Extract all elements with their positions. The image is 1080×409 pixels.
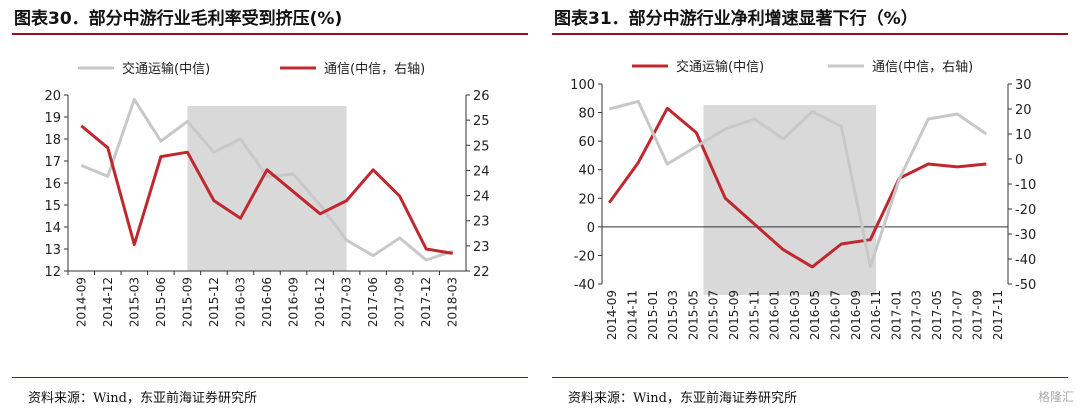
x-tick-label: 2016-12: [313, 277, 327, 327]
source-rule: [12, 377, 528, 378]
series-line-0: [80, 97, 454, 262]
x-tick-label: 2016-09: [849, 290, 863, 340]
y-tick-label-right: 25: [473, 139, 490, 154]
y-tick-label-left: -40: [574, 278, 595, 293]
x-tick-label: 2015-06: [154, 277, 168, 327]
y-tick-label-right: 23: [473, 215, 490, 230]
y-tick-label-right: 22: [473, 265, 490, 280]
y-tick-label-left: 18: [44, 133, 61, 148]
chart-30-svg: 12 13 14 15 16 17 18 19 20 22 23 23 24 24 25 25 26 2014-0…: [44, 61, 490, 327]
y-tick-label-left: 40: [578, 164, 595, 179]
y-tick-label-left: -20: [574, 249, 595, 264]
y-tick-label-right: 23: [473, 240, 490, 255]
x-tick-label: 2017-09: [393, 277, 407, 327]
x-tick-label: 2015-09: [727, 290, 741, 340]
x-tick-label: 2016-11: [869, 290, 883, 340]
x-tick-label: 2016-07: [828, 290, 842, 340]
y-tick-label-left: 80: [578, 107, 595, 122]
series-line-1: [608, 100, 988, 268]
chart-title-31: 图表31．部分中游行业净利增速显著下行（%）: [554, 9, 918, 29]
source-note-30: 资料来源：Wind，东亚前海证券研究所: [28, 391, 257, 406]
y-tick-label-left: 100: [570, 78, 595, 93]
x-tick-label: 2015-07: [707, 290, 721, 340]
watermark-logo: 格隆汇: [1037, 390, 1074, 404]
y-tick-label-right: -50: [1015, 278, 1036, 293]
y-tick-label-left: 20: [44, 89, 61, 104]
x-tick-label: 2017-12: [419, 277, 433, 327]
x-tick-label: 2016-05: [808, 290, 822, 340]
x-tick-label: 2014-11: [625, 290, 639, 340]
chart-title-30: 图表30．部分中游行业毛利率受到挤压(%): [14, 9, 343, 29]
y-tick-label-left: 17: [44, 155, 61, 170]
x-tick-label: 2015-03: [666, 290, 680, 340]
title-rule: [552, 33, 1068, 35]
y-tick-label-left: 19: [44, 111, 61, 126]
y-tick-label-right: 24: [473, 190, 490, 205]
shaded-period: [703, 105, 877, 295]
source-note-31: 资料来源：Wind，东亚前海证券研究所: [568, 391, 797, 406]
y-tick-label-right: 0: [1015, 153, 1023, 168]
y-tick-label-right: 10: [1015, 128, 1032, 143]
x-tick-label: 2015-11: [747, 290, 761, 340]
y-tick-label-left: 15: [44, 199, 61, 214]
x-tick-label: 2014-09: [74, 277, 88, 327]
y-tick-label-right: -30: [1015, 228, 1036, 243]
x-tick-label: 2016-03: [788, 290, 802, 340]
title-rule: [12, 33, 528, 35]
y-tick-label-left: 0: [587, 221, 595, 236]
x-tick-label: 2017-06: [366, 277, 380, 327]
legend-label-1: 通信(中信，右轴): [872, 60, 973, 75]
x-tick-label: 2018-03: [446, 277, 460, 327]
y-tick-label-right: -40: [1015, 253, 1036, 268]
y-tick-label-left: 16: [44, 177, 61, 192]
y-tick-label-left: 12: [44, 265, 61, 280]
chart-panel-31: 图表31．部分中游行业净利增速显著下行（%） -40 -20 0 20 40 60 80 10…: [540, 0, 1080, 409]
x-tick-label: 2015-09: [180, 277, 194, 327]
y-tick-label-right: -10: [1015, 178, 1036, 193]
x-tick-label: 2015-05: [686, 290, 700, 340]
legend-label-0: 交通运输(中信): [676, 59, 764, 75]
x-tick-label: 2017-09: [971, 290, 985, 340]
x-tick-label: 2017-01: [889, 290, 903, 340]
y-tick-label-right: 30: [1015, 78, 1032, 93]
y-tick-label-left: 14: [44, 221, 61, 236]
series-line-1: [80, 124, 453, 255]
y-tick-label-right: 20: [1015, 103, 1032, 118]
y-tick-label-right: 24: [473, 164, 490, 179]
shaded-period: [187, 106, 347, 271]
x-tick-label: 2017-05: [930, 290, 944, 340]
x-tick-label: 2014-09: [605, 290, 619, 340]
chart-31-svg: -40 -20 0 20 40 60 80 100 -50 -40 -30 -20 -10 0 10 20 30…: [570, 59, 1036, 340]
x-tick-label: 2017-07: [950, 290, 964, 340]
y-tick-label-left: 13: [44, 243, 61, 258]
x-tick-label: 2017-03: [340, 277, 354, 327]
y-tick-label-right: -20: [1015, 203, 1036, 218]
x-tick-label: 2015-03: [127, 277, 141, 327]
chart-panel-30: 图表30．部分中游行业毛利率受到挤压(%) 12 13 14 15 16 17 18 19 20…: [12, 9, 528, 406]
x-tick-label: 2016-09: [287, 277, 301, 327]
y-tick-label-left: 20: [578, 192, 595, 207]
legend-label-0: 交通运输(中信): [122, 61, 210, 77]
y-tick-label-right: 25: [473, 114, 490, 129]
x-tick-label: 2016-06: [260, 277, 274, 327]
x-tick-label: 2015-01: [646, 290, 660, 340]
y-tick-label-right: 26: [473, 89, 490, 104]
series-line-0: [608, 106, 987, 269]
legend-label-1: 通信(中信，右轴): [324, 62, 425, 77]
x-tick-label: 2014-12: [101, 277, 115, 327]
x-tick-label: 2016-01: [768, 290, 782, 340]
x-tick-label: 2016-03: [233, 277, 247, 327]
y-tick-label-left: 60: [578, 135, 595, 150]
x-tick-label: 2017-03: [910, 290, 924, 340]
x-tick-label: 2017-11: [991, 290, 1005, 340]
source-rule: [552, 377, 1068, 378]
x-tick-label: 2015-12: [207, 277, 221, 327]
